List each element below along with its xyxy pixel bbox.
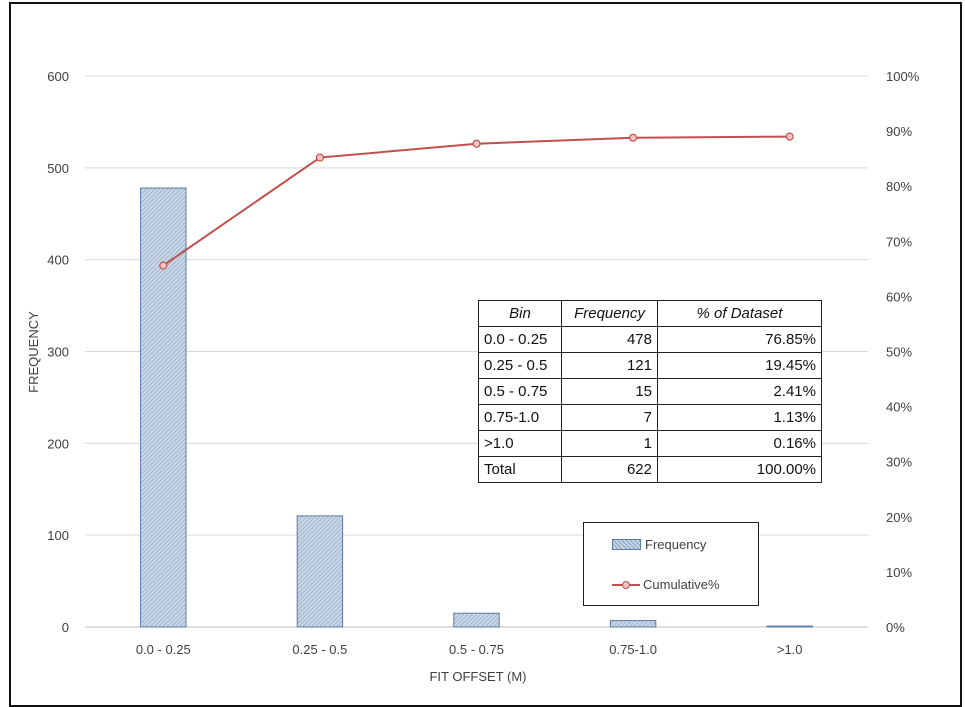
bar bbox=[140, 187, 187, 628]
y2-tick-label: 60% bbox=[886, 289, 912, 304]
y-tick-label: 100 bbox=[47, 528, 69, 543]
legend-item-cumulative: Cumulative% bbox=[612, 577, 720, 592]
y2-tick-label: 40% bbox=[886, 400, 912, 415]
legend-label-cumulative: Cumulative% bbox=[643, 577, 720, 592]
y-tick-label: 400 bbox=[47, 253, 69, 268]
y2-tick-label: 80% bbox=[886, 179, 912, 194]
legend-label-frequency: Frequency bbox=[645, 537, 707, 552]
bar-series bbox=[140, 187, 813, 628]
x-tick-label: 0.5 - 0.75 bbox=[449, 642, 504, 657]
y2-tick-label: 50% bbox=[886, 345, 912, 360]
table-cell-percent: 76.85% bbox=[657, 326, 822, 353]
table-cell-percent: 100.00% bbox=[657, 456, 822, 483]
table-cell-frequency: 15 bbox=[561, 378, 658, 405]
x-axis-title: FIT OFFSET (M) bbox=[429, 669, 526, 684]
table-row: 0.5 - 0.75 15 2.41% bbox=[478, 378, 822, 405]
table-cell-bin: 0.5 - 0.75 bbox=[478, 378, 562, 405]
table-cell-frequency: 121 bbox=[561, 352, 658, 379]
y-axis-title: FREQUENCY bbox=[26, 311, 41, 393]
table-cell-percent: 0.16% bbox=[657, 430, 822, 457]
bar bbox=[766, 625, 813, 628]
cumulative-line-series bbox=[159, 132, 794, 270]
table-row: >1.0 1 0.16% bbox=[478, 430, 822, 457]
y2-tick-label: 70% bbox=[886, 234, 912, 249]
line-point bbox=[628, 133, 638, 142]
x-tick-label: 0.0 - 0.25 bbox=[136, 642, 191, 657]
x-tick-label: 0.25 - 0.5 bbox=[292, 642, 347, 657]
table-cell-bin: Total bbox=[478, 456, 562, 483]
table-cell-frequency: 1 bbox=[561, 430, 658, 457]
table-cell-bin: >1.0 bbox=[478, 430, 562, 457]
y2-tick-label: 30% bbox=[886, 455, 912, 470]
line-point bbox=[785, 132, 794, 141]
table-row: 0.0 - 0.25 478 76.85% bbox=[478, 326, 822, 353]
x-axis-ticks: 0.0 - 0.25 0.25 - 0.5 0.5 - 0.75 0.75-1.0 >1… bbox=[136, 642, 803, 657]
bar-swatch-icon bbox=[612, 539, 641, 550]
y2-tick-label: 10% bbox=[886, 565, 912, 580]
y-tick-label: 300 bbox=[47, 345, 69, 360]
table-cell-frequency: 7 bbox=[561, 404, 658, 431]
line-point bbox=[472, 139, 481, 148]
right-axis-ticks: 0% 10% 20% 30% 40% 50% 60% 70% 80% 90% 100% bbox=[886, 69, 920, 635]
table-header-row: Bin Frequency % of Dataset bbox=[478, 300, 822, 327]
y-tick-label: 200 bbox=[47, 436, 69, 451]
table-header-bin: Bin bbox=[478, 300, 562, 327]
y-tick-label: 500 bbox=[47, 161, 69, 176]
table-cell-bin: 0.75-1.0 bbox=[478, 404, 562, 431]
frequency-table: Bin Frequency % of Dataset 0.0 - 0.25 47… bbox=[478, 300, 822, 483]
x-tick-label: >1.0 bbox=[777, 642, 803, 657]
cumulative-line bbox=[162, 135, 790, 267]
table-cell-bin: 0.25 - 0.5 bbox=[478, 352, 562, 379]
bar bbox=[609, 620, 657, 628]
chart-legend: Frequency Cumulative% bbox=[583, 522, 759, 606]
legend-item-frequency: Frequency bbox=[612, 537, 706, 552]
table-header-frequency: Frequency bbox=[561, 300, 658, 327]
table-cell-frequency: 478 bbox=[561, 326, 658, 353]
bar bbox=[453, 612, 500, 628]
table-row: 0.25 - 0.5 121 19.45% bbox=[478, 352, 822, 379]
y2-tick-label: 100% bbox=[886, 69, 920, 84]
line-point bbox=[159, 261, 168, 270]
y-tick-label: 600 bbox=[47, 69, 69, 84]
table-row: 0.75-1.0 7 1.13% bbox=[478, 404, 822, 431]
bar bbox=[296, 515, 344, 628]
table-header-percent: % of Dataset bbox=[657, 300, 822, 327]
table-cell-percent: 1.13% bbox=[657, 404, 822, 431]
y2-tick-label: 0% bbox=[886, 620, 905, 635]
left-axis-ticks: 0 100 200 300 400 500 600 bbox=[47, 69, 69, 635]
table-cell-bin: 0.0 - 0.25 bbox=[478, 326, 562, 353]
table-cell-frequency: 622 bbox=[561, 456, 658, 483]
line-point bbox=[315, 153, 324, 162]
y-tick-label: 0 bbox=[62, 620, 69, 635]
table-cell-percent: 2.41% bbox=[657, 378, 822, 405]
y2-tick-label: 20% bbox=[886, 510, 912, 525]
x-tick-label: 0.75-1.0 bbox=[609, 642, 657, 657]
y2-tick-label: 90% bbox=[886, 124, 912, 139]
table-total-row: Total 622 100.00% bbox=[478, 456, 822, 483]
line-marker-swatch-icon bbox=[612, 580, 640, 589]
table-cell-percent: 19.45% bbox=[657, 352, 822, 379]
